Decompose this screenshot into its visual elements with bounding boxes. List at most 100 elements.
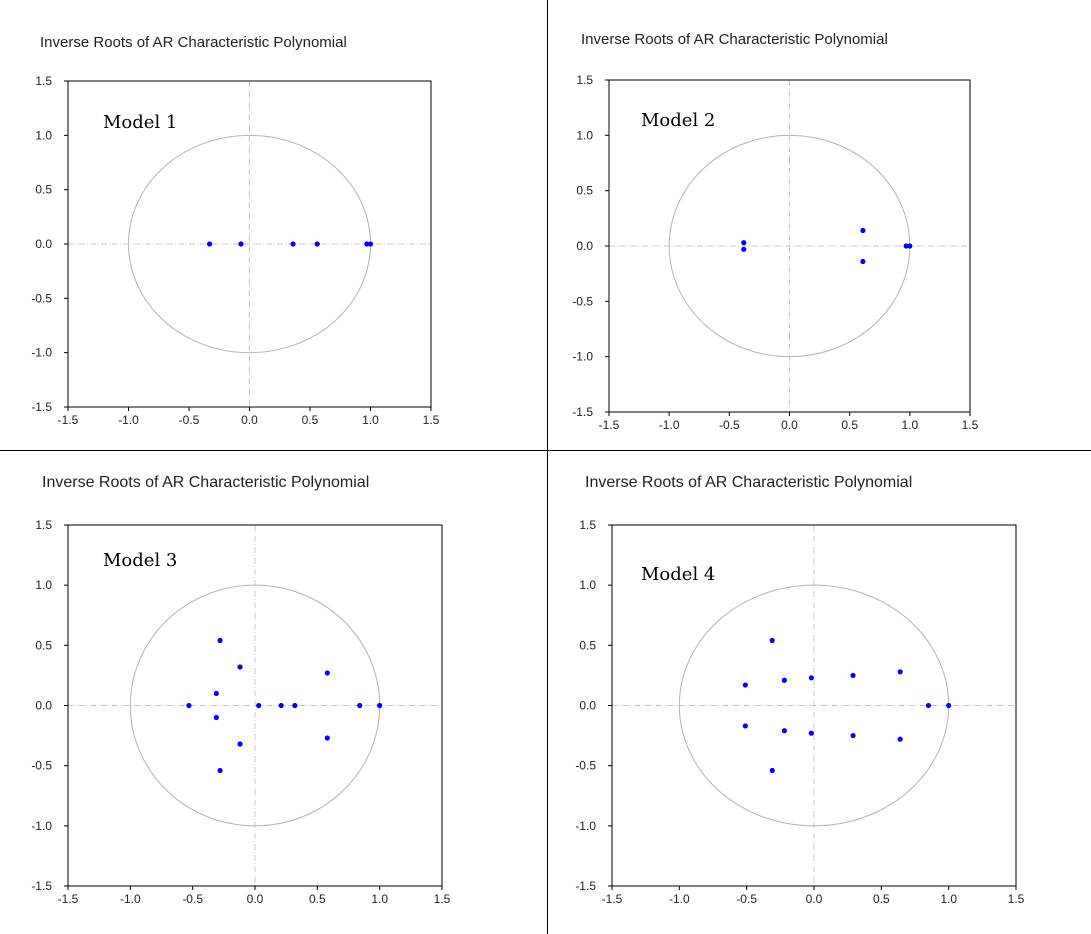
root-point [377, 702, 383, 709]
root-point [213, 690, 219, 697]
y-tick-label: 1.0 [35, 128, 52, 142]
chart-title: Inverse Roots of AR Characteristic Polyn… [40, 34, 347, 51]
x-tick-label: 0.5 [309, 892, 326, 906]
root-point [290, 241, 296, 247]
y-tick-label: 1.0 [576, 128, 593, 142]
y-tick-label: 0.0 [579, 699, 596, 713]
root-point [946, 702, 952, 709]
model-annotation: Model 3 [103, 550, 177, 571]
x-tick-label: 0.0 [781, 418, 798, 432]
root-point [781, 728, 787, 734]
y-tick-label: 0.0 [35, 699, 52, 713]
root-point [324, 735, 330, 741]
root-point [781, 677, 787, 683]
x-tick-label: 0.0 [806, 892, 823, 906]
root-point [237, 741, 243, 747]
model-annotation: Model 1 [103, 112, 177, 133]
root-point [237, 664, 243, 670]
y-tick-label: 1.5 [35, 74, 52, 88]
x-tick-label: 1.0 [371, 892, 388, 906]
root-point [367, 241, 374, 247]
y-tick-label: 0.5 [579, 638, 596, 652]
x-tick-label: 1.0 [940, 892, 957, 906]
y-tick-label: -1.0 [572, 350, 593, 364]
y-tick-label: -0.5 [31, 759, 52, 773]
x-tick-label: -1.0 [118, 413, 139, 427]
y-tick-label: 0.5 [35, 638, 52, 652]
x-tick-label: 0.0 [241, 413, 258, 427]
chart-title: Inverse Roots of AR Characteristic Polyn… [581, 31, 888, 48]
horizontal-divider [0, 450, 1091, 451]
x-tick-label: -0.5 [182, 892, 203, 906]
x-tick-label: 1.0 [901, 418, 918, 432]
y-tick-label: -1.0 [31, 819, 52, 833]
root-point [217, 637, 223, 644]
root-point [741, 240, 747, 246]
model-annotation: Model 4 [641, 564, 715, 585]
y-tick-label: -0.5 [575, 759, 596, 773]
root-point [808, 675, 814, 681]
root-point [897, 736, 903, 742]
root-point [206, 241, 213, 247]
root-point [292, 702, 298, 709]
x-tick-label: -1.5 [58, 892, 79, 906]
root-point [213, 714, 219, 721]
y-tick-label: 0.0 [576, 239, 593, 253]
root-point [357, 702, 363, 709]
root-point [278, 702, 284, 709]
x-tick-label: 1.5 [1008, 892, 1025, 906]
y-tick-label: -1.5 [31, 400, 52, 414]
root-point [324, 670, 330, 676]
y-tick-label: 1.5 [576, 73, 593, 87]
x-tick-label: 1.5 [423, 413, 440, 427]
root-point [925, 702, 932, 709]
root-point [217, 767, 223, 774]
root-point [850, 732, 856, 739]
x-tick-label: 1.0 [362, 413, 379, 427]
root-point [741, 246, 747, 252]
y-tick-label: 1.0 [35, 578, 52, 592]
y-tick-label: 0.0 [35, 237, 52, 251]
x-tick-label: -1.5 [602, 892, 623, 906]
x-tick-label: 0.5 [841, 418, 858, 432]
root-point [860, 227, 866, 234]
y-tick-label: -1.0 [575, 819, 596, 833]
y-tick-label: -1.5 [572, 405, 593, 419]
x-tick-label: 0.5 [302, 413, 319, 427]
y-tick-label: 1.5 [579, 518, 596, 532]
root-point [314, 241, 320, 247]
root-point [769, 767, 775, 774]
root-point [907, 243, 913, 249]
x-tick-label: -1.5 [58, 413, 79, 427]
root-point [742, 682, 748, 688]
y-tick-label: -1.5 [575, 879, 596, 893]
root-point [850, 672, 856, 679]
x-tick-label: -0.5 [719, 418, 740, 432]
y-tick-label: -0.5 [31, 291, 52, 305]
x-tick-label: -1.0 [669, 892, 690, 906]
root-point [903, 243, 909, 249]
x-tick-label: 1.5 [434, 892, 451, 906]
y-tick-label: 0.5 [576, 184, 593, 198]
y-tick-label: -1.5 [31, 879, 52, 893]
chart-title: Inverse Roots of AR Characteristic Polyn… [42, 474, 370, 491]
y-tick-label: -1.0 [31, 346, 52, 360]
y-tick-label: 1.0 [579, 578, 596, 592]
root-point [808, 730, 814, 736]
vertical-divider [547, 0, 548, 934]
root-point [256, 702, 262, 709]
x-tick-label: 1.5 [962, 418, 979, 432]
y-tick-label: -0.5 [572, 294, 593, 308]
root-point [238, 241, 244, 247]
root-point [769, 637, 775, 644]
x-tick-label: 0.5 [873, 892, 890, 906]
model-annotation: Model 2 [641, 110, 715, 131]
root-point [897, 669, 903, 675]
x-tick-label: 0.0 [247, 892, 264, 906]
chart-title: Inverse Roots of AR Characteristic Polyn… [585, 474, 913, 491]
root-point [364, 241, 370, 247]
